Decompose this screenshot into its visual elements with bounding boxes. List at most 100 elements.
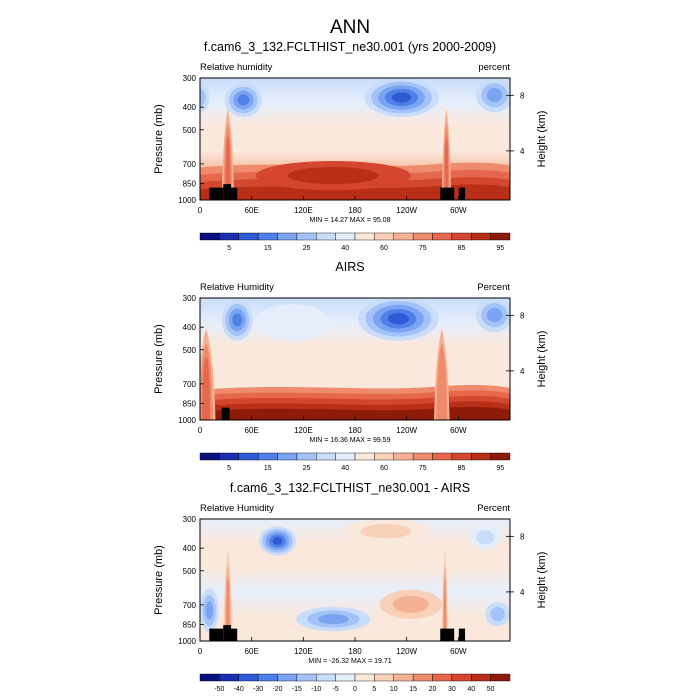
figure-title: ANN <box>330 17 370 38</box>
colorbar-label: 40 <box>341 245 349 252</box>
y-tick-label: 700 <box>183 601 197 610</box>
y-tick-label: 1000 <box>178 196 196 205</box>
colorbar-box <box>316 452 336 461</box>
colorbar-box <box>412 452 433 461</box>
colorbar-label: 50 <box>487 686 495 693</box>
colorbar: -50 -40 -30 -20 -15 -10 -5 0 5 10 15 20 30 40 50 <box>199 673 511 693</box>
y-tick-label: 300 <box>183 74 197 83</box>
contour-region <box>288 167 379 185</box>
y2-tick-label: 4 <box>520 367 525 376</box>
y-tick-label: 1000 <box>178 416 196 425</box>
colorbar-box <box>374 452 394 461</box>
y-tick-label: 500 <box>183 126 197 135</box>
colorbar-box <box>257 452 278 461</box>
topography-mask <box>223 625 231 641</box>
colorbar-label: 5 <box>227 465 231 472</box>
contour-region <box>392 595 429 613</box>
colorbar-label: 25 <box>303 245 311 252</box>
contour-region <box>443 578 447 641</box>
colorbar-box <box>451 232 472 241</box>
colorbar-box <box>432 673 453 682</box>
x-tick-label: 120E <box>294 206 313 215</box>
panel-right-label: Percent <box>477 503 510 514</box>
colorbar-box <box>199 673 220 682</box>
panel-title: AIRS <box>335 260 364 274</box>
colorbar-box <box>219 673 239 682</box>
colorbar-label: 95 <box>496 465 504 472</box>
contour-region <box>490 607 505 622</box>
colorbar-label: 15 <box>264 245 272 252</box>
colorbar-box <box>354 232 375 241</box>
topography-mask <box>458 628 466 641</box>
colorbar-label: 20 <box>429 686 437 693</box>
colorbar-box <box>277 452 298 461</box>
colorbar: 5 15 25 40 60 75 85 95 <box>199 452 511 472</box>
colorbar-box <box>471 673 491 682</box>
min-max-label: MIN = 16.36 MAX = 99.59 <box>310 437 391 444</box>
colorbar-label: 40 <box>341 465 349 472</box>
y-axis-label: Pressure (mb) <box>153 324 165 394</box>
y2-tick-label: 8 <box>520 311 525 320</box>
x-tick-label: 120W <box>396 206 417 215</box>
colorbar-box <box>277 673 298 682</box>
colorbar-box <box>471 232 491 241</box>
colorbar-box <box>393 673 414 682</box>
colorbar-label: 75 <box>419 245 427 252</box>
x-tick-label: 60W <box>450 206 467 215</box>
colorbar-label: 0 <box>353 686 357 693</box>
contour-region <box>436 343 448 420</box>
contour-region <box>255 304 331 341</box>
contour-region <box>202 357 211 420</box>
colorbar-box <box>451 673 472 682</box>
colorbar-label: 95 <box>496 245 504 252</box>
x-tick-label: 60E <box>245 647 259 656</box>
y-tick-label: 400 <box>183 103 197 112</box>
topography-mask <box>221 407 230 420</box>
contour-region <box>317 614 349 625</box>
topography-mask <box>458 187 466 200</box>
colorbar-box <box>296 673 317 682</box>
panel-left-label: Relative Humidity <box>200 282 274 293</box>
colorbar-box <box>257 232 278 241</box>
contour-region <box>200 184 510 200</box>
y-tick-label: 850 <box>183 621 197 630</box>
x-tick-label: 0 <box>198 647 203 656</box>
x-tick-label: 120E <box>294 426 313 435</box>
colorbar-label: 85 <box>458 245 466 252</box>
colorbar-label: 10 <box>390 686 398 693</box>
panel-title: f.cam6_3_132.FCLTHIST_ne30.001 - AIRS <box>230 481 470 495</box>
y-tick-label: 850 <box>183 180 197 189</box>
contour-region <box>272 537 283 545</box>
contour-field <box>200 519 510 641</box>
colorbar-label: -40 <box>234 686 244 693</box>
contour-region <box>486 88 503 103</box>
x-tick-label: 60W <box>450 426 467 435</box>
y-tick-label: 850 <box>183 400 197 409</box>
y-tick-label: 300 <box>183 294 197 303</box>
contour-region <box>360 524 412 539</box>
x-tick-label: 60W <box>450 647 467 656</box>
y2-axis-label: Height (km) <box>536 111 548 168</box>
contour-field <box>200 298 510 420</box>
contour-region <box>237 94 250 106</box>
contour-region <box>486 308 503 323</box>
y-tick-label: 1000 <box>178 637 196 646</box>
x-tick-label: 120W <box>396 426 417 435</box>
contour-region <box>444 137 449 200</box>
y-tick-label: 700 <box>183 380 197 389</box>
panel-left-label: Relative humidity <box>200 62 273 73</box>
colorbar-box <box>335 232 356 241</box>
x-tick-label: 120E <box>294 647 313 656</box>
colorbar-label: -5 <box>333 686 339 693</box>
colorbar-box <box>277 232 298 241</box>
y-tick-label: 700 <box>183 160 197 169</box>
topography-mask <box>223 184 231 200</box>
y-axis-label: Pressure (mb) <box>153 545 165 615</box>
colorbar-box <box>490 673 511 682</box>
colorbar-box <box>316 673 336 682</box>
contour-field <box>200 78 510 200</box>
x-tick-label: 180 <box>348 426 362 435</box>
colorbar-box <box>296 232 317 241</box>
colorbar-label: 5 <box>372 686 376 693</box>
